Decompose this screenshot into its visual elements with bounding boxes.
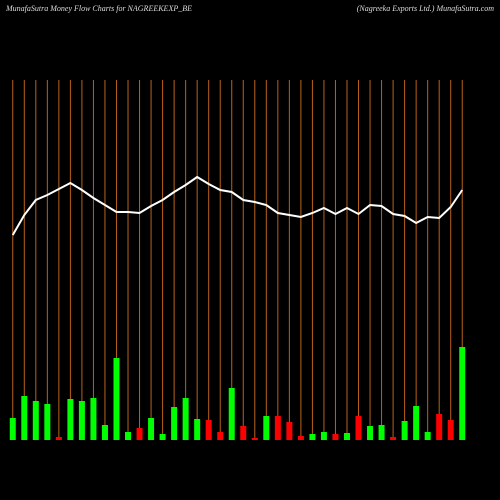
bar — [67, 399, 74, 440]
bar — [44, 404, 51, 440]
bar — [320, 432, 327, 440]
bar — [205, 420, 212, 440]
bar — [424, 432, 431, 440]
bar — [55, 437, 62, 440]
bar — [9, 418, 16, 440]
bar — [447, 420, 454, 440]
bar — [101, 425, 108, 440]
bar — [148, 418, 155, 440]
bar — [90, 398, 97, 440]
bar — [390, 437, 397, 440]
bar — [251, 438, 258, 440]
bar — [332, 434, 339, 440]
bar — [194, 419, 201, 440]
bar — [171, 407, 178, 440]
bar — [378, 425, 385, 440]
bar — [274, 416, 281, 440]
bar — [297, 436, 304, 440]
bar — [136, 428, 143, 440]
bar — [263, 416, 270, 440]
bar — [355, 416, 362, 440]
flow-line — [11, 175, 464, 236]
bar — [125, 432, 132, 440]
bar — [459, 347, 466, 440]
bar — [401, 421, 408, 440]
chart-subtitle: (Nagreeka Exports Ltd.) MunafaSutra.com — [357, 4, 494, 13]
bar — [21, 396, 28, 440]
bar — [286, 422, 293, 440]
bar — [217, 432, 224, 440]
bar — [343, 433, 350, 440]
chart-title: MunafaSutra Money Flow Charts for NAGREE… — [5, 4, 192, 13]
bar — [436, 414, 443, 440]
bar — [309, 434, 316, 440]
bar — [159, 434, 166, 440]
bar — [413, 406, 420, 440]
bar — [113, 358, 120, 440]
bar — [228, 388, 235, 440]
bar — [78, 401, 85, 440]
bar — [240, 426, 247, 440]
bar — [367, 426, 374, 440]
bar — [32, 401, 39, 440]
bar — [182, 398, 189, 440]
